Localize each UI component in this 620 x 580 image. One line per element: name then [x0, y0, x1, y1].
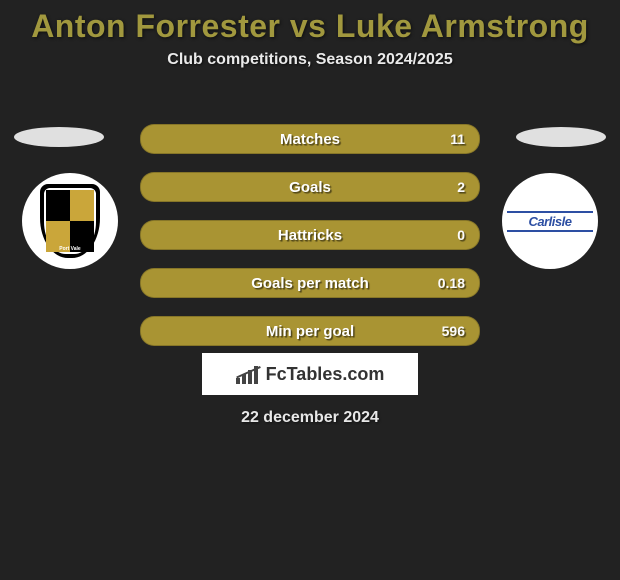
generated-date: 22 december 2024	[0, 409, 620, 427]
stat-label: Goals	[141, 179, 479, 196]
stat-row: Min per goal 596	[140, 316, 480, 346]
stat-value: 11	[450, 131, 465, 147]
bar-chart-icon	[236, 364, 260, 384]
stat-row: Goals per match 0.18	[140, 268, 480, 298]
page-subtitle: Club competitions, Season 2024/2025	[0, 51, 620, 69]
stat-bars: Matches 11 Goals 2 Hattricks 0 Goals per…	[140, 124, 480, 364]
port-vale-crest-icon: Port Vale	[40, 184, 100, 258]
logo-text: FcTables.com	[266, 364, 385, 385]
player-left-shadow	[14, 127, 104, 147]
stat-label: Hattricks	[141, 227, 479, 244]
club-badge-left: Port Vale	[22, 173, 118, 269]
stat-label: Matches	[141, 131, 479, 148]
stat-value: 0.18	[438, 275, 465, 291]
carlisle-logo-icon: Carlisle	[507, 211, 593, 232]
page-title: Anton Forrester vs Luke Armstrong	[0, 0, 620, 45]
stat-value: 2	[457, 179, 465, 195]
stat-row: Matches 11	[140, 124, 480, 154]
fctables-logo: FcTables.com	[202, 353, 418, 395]
stat-label: Goals per match	[141, 275, 479, 292]
stat-row: Hattricks 0	[140, 220, 480, 250]
stat-label: Min per goal	[141, 323, 479, 340]
stat-value: 0	[457, 227, 465, 243]
crest-label: Port Vale	[40, 246, 100, 252]
club-badge-right: Carlisle	[502, 173, 598, 269]
stat-value: 596	[442, 323, 465, 339]
player-right-shadow	[516, 127, 606, 147]
stat-row: Goals 2	[140, 172, 480, 202]
